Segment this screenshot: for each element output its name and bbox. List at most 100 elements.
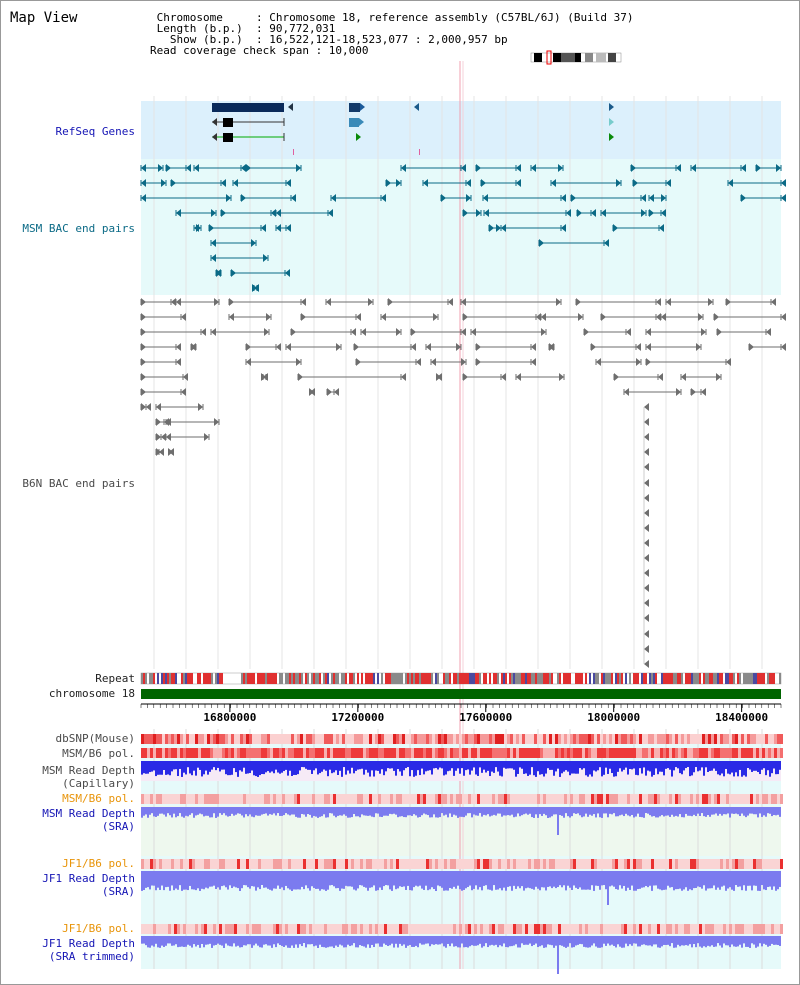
depth-bar: [251, 807, 253, 817]
heat-cell: [660, 794, 663, 804]
repeat-element: [253, 673, 255, 684]
depth-bar: [521, 807, 523, 816]
depth-bar: [269, 761, 271, 773]
depth-bar: [521, 761, 523, 769]
heat-cell: [582, 734, 585, 744]
repeat-element: [513, 673, 515, 684]
track-label-dbsnp[interactable]: dbSNP(Mouse): [55, 732, 135, 745]
depth-bar: [609, 807, 611, 814]
heat-cell: [597, 924, 600, 934]
depth-bar: [161, 871, 163, 886]
feature-arrow: [276, 209, 281, 217]
depth-bar: [345, 761, 347, 775]
heat-cell: [318, 794, 321, 804]
depth-bar: [347, 871, 349, 887]
repeat-element: [669, 673, 671, 684]
depth-bar: [421, 936, 423, 945]
heat-cell: [702, 794, 705, 804]
heat-cell: [342, 924, 345, 934]
depth-bar: [237, 871, 239, 889]
feature-arrow: [531, 164, 536, 172]
feature-arrow: [609, 118, 614, 126]
depth-bar: [481, 936, 483, 948]
msm-depth-capillary: [141, 761, 781, 777]
track-label-msm-b6-pol-2[interactable]: MSM/B6 pol.: [62, 792, 135, 805]
depth-bar: [243, 807, 245, 818]
feature-arrow: [476, 209, 481, 217]
heat-cell: [342, 794, 345, 804]
depth-bar: [491, 761, 493, 772]
heat-cell: [714, 859, 717, 869]
heat-cell: [252, 794, 255, 804]
feature-arrow: [531, 358, 536, 366]
depth-bar: [633, 807, 635, 818]
depth-bar: [677, 871, 679, 890]
heat-cell: [279, 794, 282, 804]
track-label-msm-depth-sra[interactable]: MSM Read Depth: [42, 807, 135, 820]
depth-bar: [369, 871, 371, 888]
heat-cell: [711, 748, 714, 758]
depth-bar: [687, 871, 689, 891]
depth-bar: [427, 871, 429, 891]
depth-bar: [521, 936, 523, 944]
heat-cell: [720, 794, 723, 804]
heat-cell: [276, 794, 279, 804]
depth-bar: [341, 807, 343, 816]
depth-bar: [669, 936, 671, 947]
track-label-b6n-bac[interactable]: B6N BAC end pairs: [22, 477, 135, 490]
feature-arrow: [656, 313, 661, 321]
depth-bar: [713, 936, 715, 947]
feature-arrow: [301, 298, 306, 306]
heat-cell: [387, 734, 390, 744]
heat-cell: [744, 794, 747, 804]
heat-cell: [552, 859, 555, 869]
track-label-jf1-depth-sra[interactable]: JF1 Read Depth: [42, 872, 135, 885]
depth-bar: [325, 936, 327, 948]
gene-exon: [223, 118, 233, 127]
depth-bar: [661, 807, 663, 816]
heat-cell: [381, 924, 384, 934]
track-label-refseq-genes[interactable]: RefSeq Genes: [55, 125, 135, 138]
track-label-jf1-b6-pol-2[interactable]: JF1/B6 pol.: [62, 922, 135, 935]
depth-bar: [489, 871, 491, 890]
depth-bar: [531, 807, 533, 818]
heat-cell: [483, 794, 486, 804]
depth-bar: [395, 761, 397, 776]
depth-bar: [313, 761, 315, 771]
track-label-msm-depth-cap[interactable]: MSM Read Depth: [42, 764, 135, 777]
track-label-jf1-b6-pol[interactable]: JF1/B6 pol.: [62, 857, 135, 870]
track-label-jf1-depth-trim[interactable]: JF1 Read Depth: [42, 937, 135, 950]
depth-bar: [569, 761, 571, 776]
depth-bar: [599, 761, 601, 768]
feature-arrow: [381, 194, 386, 202]
depth-bar: [669, 871, 671, 888]
depth-bar: [457, 871, 459, 886]
heat-cell: [447, 859, 450, 869]
heat-cell: [144, 748, 147, 758]
repeat-element: [409, 673, 411, 684]
feature-arrow: [609, 103, 614, 111]
depth-bar: [369, 807, 371, 816]
depth-bar: [589, 936, 591, 948]
heat-cell: [726, 859, 729, 869]
depth-bar: [349, 936, 351, 947]
depth-bar: [309, 936, 311, 945]
track-label-msm-depth-cap-sub: (Capillary): [62, 777, 135, 790]
track-label-msm-b6-pol[interactable]: MSM/B6 pol.: [62, 747, 135, 760]
depth-bar: [235, 871, 237, 888]
repeat-element: [429, 673, 431, 684]
heat-cell: [342, 748, 345, 758]
heat-cell: [465, 924, 468, 934]
ideogram-band: [561, 53, 575, 62]
heat-cell: [639, 859, 642, 869]
heat-cell: [408, 794, 411, 804]
depth-bar: [639, 807, 641, 817]
refseq-genes: [212, 103, 614, 155]
heat-cell: [360, 859, 363, 869]
track-label-msm-bac[interactable]: MSM BAC end pairs: [22, 222, 135, 235]
feature-arrow: [776, 164, 781, 172]
depth-bar: [631, 871, 633, 886]
repeat-element: [547, 673, 549, 684]
feature-arrow: [181, 388, 186, 396]
